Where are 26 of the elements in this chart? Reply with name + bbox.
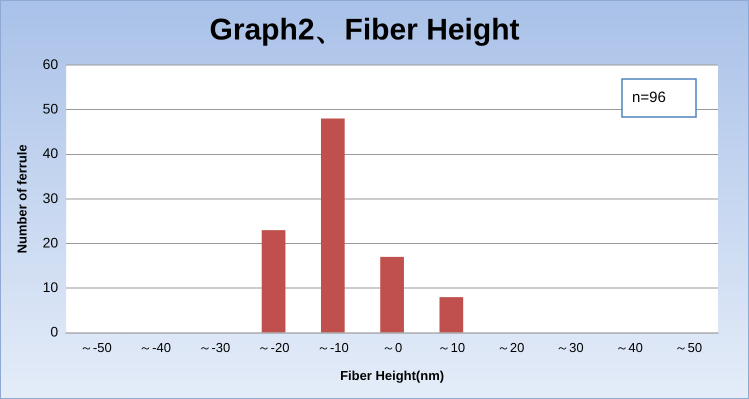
x-axis-title: Fiber Height(nm) <box>340 368 444 383</box>
x-tick-label: ～30 <box>556 340 584 356</box>
x-tick-label: ～-30 <box>198 340 230 356</box>
x-tick-label: ～0 <box>382 340 402 356</box>
x-tick-label: ～-50 <box>80 340 112 356</box>
x-tick-label: ～-10 <box>316 340 349 356</box>
x-tick-label: ～50 <box>674 340 702 356</box>
y-tick-label: 60 <box>42 56 58 72</box>
x-tick-label: ～20 <box>496 340 524 356</box>
y-tick-label: 40 <box>42 145 58 162</box>
x-tick-label: ～-20 <box>258 340 290 356</box>
y-tick-label: 50 <box>42 100 58 116</box>
bar <box>320 118 345 332</box>
x-tick-label: ～40 <box>615 340 643 356</box>
x-tick-label: ～10 <box>438 340 466 356</box>
y-tick-label: 20 <box>42 234 58 250</box>
chart-title: Graph2、Fiber Height <box>209 13 520 46</box>
y-tick-label: 30 <box>42 190 58 206</box>
bar <box>262 230 286 332</box>
bar <box>380 256 404 332</box>
x-tick-label: ～-40 <box>139 340 171 356</box>
y-tick-label: 0 <box>50 324 58 340</box>
bar <box>439 297 464 332</box>
y-axis-title: Number of ferrule <box>14 144 30 254</box>
annotation: n=96 <box>632 89 666 106</box>
y-tick-label: 10 <box>42 279 58 296</box>
